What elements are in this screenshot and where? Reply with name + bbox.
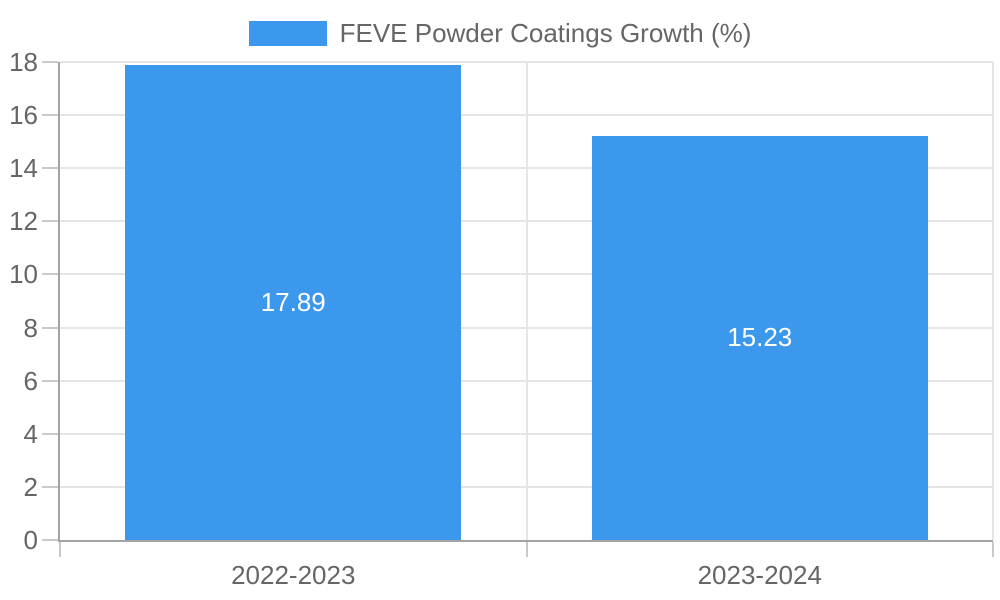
y-axis-tick — [42, 379, 58, 382]
chart-legend[interactable]: FEVE Powder Coatings Growth (%) — [0, 18, 1000, 49]
y-axis-tick-label: 2 — [23, 471, 38, 502]
x-axis-tick — [525, 542, 528, 557]
y-axis-tick — [42, 114, 58, 117]
x-gridline — [525, 62, 528, 540]
x-gridline — [992, 62, 994, 540]
y-axis-tick — [42, 485, 58, 488]
x-axis-category-label: 2023-2024 — [697, 560, 822, 590]
y-axis-line — [58, 62, 60, 542]
y-axis-tick-label: 12 — [9, 206, 38, 237]
x-axis-line — [58, 540, 993, 542]
x-axis-tick — [59, 542, 61, 557]
y-axis-tick — [42, 432, 58, 435]
y-axis-tick-label: 16 — [9, 100, 38, 131]
bar-value-label: 17.89 — [260, 286, 326, 317]
y-axis-tick-label: 18 — [9, 47, 38, 77]
y-axis-tick — [42, 273, 58, 276]
y-axis-tick-label: 8 — [23, 312, 38, 343]
y-axis-tick — [42, 220, 58, 223]
y-axis-tick-label: 6 — [23, 365, 38, 396]
y-axis-tick — [42, 539, 58, 541]
x-axis-tick — [992, 542, 994, 557]
y-axis-tick-label: 10 — [9, 259, 38, 290]
bar-2022-2023[interactable]: 17.89 — [125, 64, 462, 540]
bar-value-label: 15.23 — [727, 322, 793, 353]
y-axis-tick — [42, 61, 58, 63]
y-axis-tick — [42, 326, 58, 329]
legend-swatch-icon — [248, 21, 327, 46]
x-axis-category-label: 2022-2023 — [231, 560, 356, 590]
bar-2023-2024[interactable]: 15.23 — [591, 135, 928, 540]
y-axis-tick-label: 0 — [23, 525, 38, 555]
legend-label: FEVE Powder Coatings Growth (%) — [339, 18, 752, 48]
y-axis-tick-label: 14 — [9, 153, 38, 184]
y-axis-tick-label: 4 — [23, 418, 38, 449]
y-axis-tick — [42, 167, 58, 170]
